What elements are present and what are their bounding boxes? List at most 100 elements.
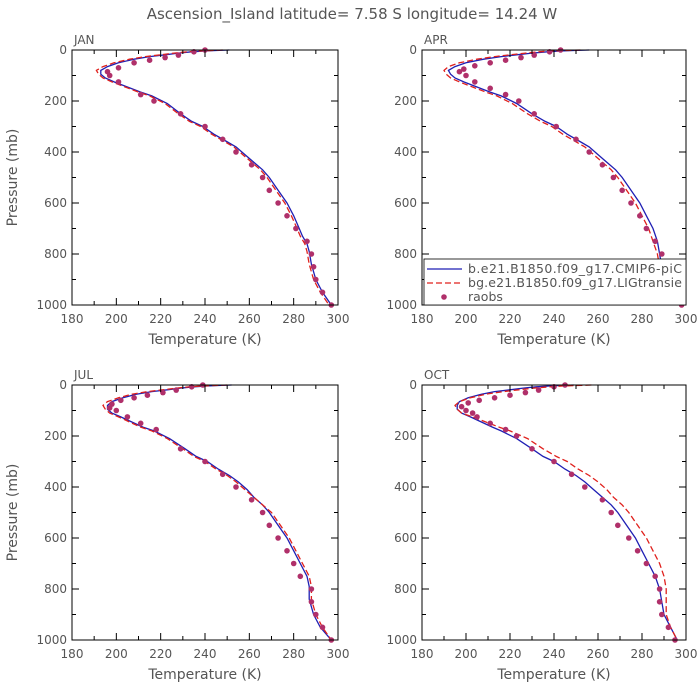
series-line-solid-blue bbox=[106, 384, 332, 641]
raobs-point bbox=[507, 392, 513, 399]
raobs-point bbox=[619, 187, 625, 194]
y-tick-label: 400 bbox=[394, 145, 417, 159]
y-tick-label: 1000 bbox=[386, 633, 417, 647]
raobs-point bbox=[248, 162, 255, 168]
series-line-solid-blue bbox=[100, 49, 332, 306]
raobs-point bbox=[656, 586, 663, 592]
y-tick-label: 200 bbox=[44, 429, 67, 443]
raobs-point bbox=[144, 392, 151, 399]
y-tick-label: 0 bbox=[59, 378, 67, 392]
raobs-point bbox=[284, 548, 290, 554]
y-axis-label: Pressure (mb) bbox=[5, 129, 21, 227]
raobs-point bbox=[151, 98, 157, 104]
raobs-point bbox=[608, 509, 614, 516]
raobs-point bbox=[177, 111, 184, 117]
panel-apr: 180 200 220 240 260 280 300 0 200 400 600 800 1000 AP… bbox=[386, 33, 697, 348]
y-tick-label: 600 bbox=[44, 196, 67, 210]
raobs-point bbox=[115, 65, 122, 71]
raobs-point bbox=[637, 213, 643, 219]
figure-title: Ascension_Island latitude= 7.58 S longit… bbox=[147, 5, 558, 24]
raobs-point bbox=[665, 624, 672, 631]
raobs-point bbox=[115, 79, 122, 85]
y-tick-label: 400 bbox=[44, 480, 67, 494]
raobs-point bbox=[137, 420, 144, 427]
x-tick-label: 280 bbox=[631, 312, 654, 326]
raobs-point bbox=[173, 387, 179, 393]
x-axis-label: Temperature (K) bbox=[496, 332, 610, 348]
x-tick-label: 260 bbox=[238, 647, 261, 661]
raobs-point bbox=[502, 426, 509, 433]
panel-label: JAN bbox=[73, 33, 95, 47]
y-tick-label: 1000 bbox=[36, 633, 67, 647]
raobs-point bbox=[313, 611, 319, 618]
raobs-point bbox=[626, 535, 632, 541]
raobs-point bbox=[284, 213, 290, 219]
x-tick-label: 280 bbox=[282, 647, 305, 661]
raobs-point bbox=[652, 238, 658, 245]
raobs-point bbox=[308, 586, 315, 592]
raobs-point bbox=[308, 599, 315, 605]
raobs-point bbox=[259, 509, 266, 516]
raobs-point bbox=[599, 162, 606, 168]
raobs-point bbox=[472, 63, 478, 69]
series-line-dashed-red bbox=[102, 384, 332, 641]
raobs-point bbox=[522, 389, 529, 396]
raobs-point bbox=[568, 471, 575, 478]
raobs-point bbox=[551, 458, 557, 465]
raobs-point bbox=[656, 599, 663, 605]
x-tick-label: 180 bbox=[61, 647, 84, 661]
raobs-point bbox=[659, 611, 665, 618]
raobs-point bbox=[476, 397, 483, 404]
raobs-point bbox=[275, 200, 281, 206]
panel-label: OCT bbox=[424, 368, 450, 382]
y-tick-label: 600 bbox=[394, 531, 417, 545]
legend-entry-label: b.e21.B1850.f09_g17.CMIP6-piC bbox=[468, 261, 682, 276]
raobs-point bbox=[202, 123, 208, 130]
raobs-point bbox=[319, 624, 326, 631]
series-line-dashed-red bbox=[454, 384, 678, 641]
raobs-point bbox=[248, 497, 255, 503]
legend-swatch-raobs bbox=[441, 294, 447, 300]
y-tick-label: 200 bbox=[394, 429, 417, 443]
y-tick-label: 0 bbox=[409, 43, 417, 57]
raobs-point bbox=[610, 174, 617, 181]
raobs-point bbox=[463, 72, 469, 79]
y-tick-label: 200 bbox=[394, 94, 417, 108]
x-tick-label: 200 bbox=[455, 647, 478, 661]
x-tick-label: 200 bbox=[105, 312, 128, 326]
raobs-point bbox=[131, 60, 137, 66]
panels-group: 180 200 220 240 260 280 300 0 200 400 600 800 1000 JA… bbox=[5, 33, 697, 683]
x-tick-label: 300 bbox=[675, 312, 698, 326]
raobs-point bbox=[233, 149, 239, 155]
raobs-point bbox=[531, 111, 537, 117]
raobs-point bbox=[487, 60, 494, 66]
raobs-point bbox=[573, 136, 579, 143]
raobs-point bbox=[124, 414, 131, 420]
raobs-point bbox=[304, 238, 310, 245]
x-tick-label: 220 bbox=[149, 647, 172, 661]
x-tick-label: 300 bbox=[675, 647, 698, 661]
x-tick-label: 280 bbox=[631, 647, 654, 661]
x-axis-label: Temperature (K) bbox=[147, 332, 261, 348]
plot-frame bbox=[71, 384, 339, 641]
y-tick-label: 800 bbox=[394, 582, 417, 596]
legend-box bbox=[423, 258, 687, 306]
raobs-point bbox=[162, 54, 168, 61]
x-tick-label: 260 bbox=[587, 312, 610, 326]
raobs-point bbox=[643, 225, 650, 232]
series-line-solid-blue bbox=[447, 49, 683, 306]
legend: b.e21.B1850.f09_g17.CMIP6-piCbg.e21.B185… bbox=[423, 258, 687, 306]
raobs-point bbox=[319, 289, 326, 296]
panel-oct: 180 200 220 240 260 280 300 0 200 400 600 800 1000 OC… bbox=[386, 368, 697, 683]
x-tick-label: 240 bbox=[194, 647, 217, 661]
raobs-point bbox=[487, 85, 494, 92]
raobs-point bbox=[313, 276, 319, 283]
x-axis-label: Temperature (K) bbox=[147, 667, 261, 683]
raobs-point bbox=[310, 264, 317, 270]
x-axis-label: Temperature (K) bbox=[496, 667, 610, 683]
y-tick-label: 600 bbox=[44, 531, 67, 545]
raobs-point bbox=[219, 471, 226, 478]
raobs-point bbox=[643, 560, 650, 567]
x-tick-label: 200 bbox=[105, 647, 128, 661]
raobs-point bbox=[465, 400, 472, 406]
